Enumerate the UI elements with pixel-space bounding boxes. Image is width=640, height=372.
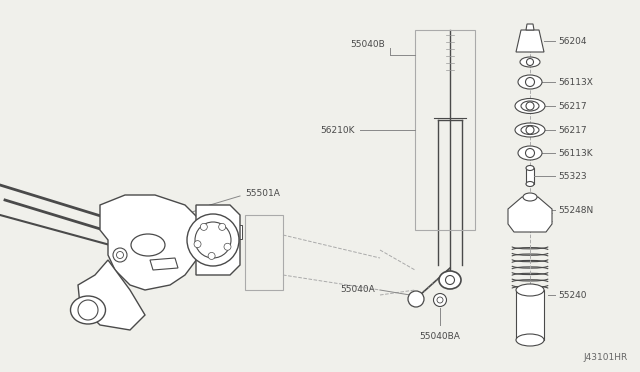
Ellipse shape — [200, 224, 207, 230]
Ellipse shape — [518, 146, 542, 160]
Text: 55040BA: 55040BA — [420, 332, 460, 341]
Text: 55040A: 55040A — [340, 285, 375, 295]
Ellipse shape — [521, 125, 539, 135]
Ellipse shape — [523, 193, 537, 201]
Text: J43101HR: J43101HR — [584, 353, 628, 362]
Bar — [415, 30, 475, 230]
Bar — [516, 290, 544, 340]
Ellipse shape — [113, 248, 127, 262]
Ellipse shape — [518, 75, 542, 89]
Ellipse shape — [116, 251, 124, 259]
Polygon shape — [100, 195, 200, 290]
Ellipse shape — [208, 253, 215, 259]
Ellipse shape — [525, 148, 534, 157]
Polygon shape — [196, 205, 240, 275]
Ellipse shape — [526, 166, 534, 170]
Ellipse shape — [526, 126, 534, 134]
Text: 56204: 56204 — [558, 36, 586, 45]
Ellipse shape — [516, 334, 544, 346]
Ellipse shape — [515, 99, 545, 113]
Polygon shape — [508, 197, 552, 232]
Text: 55248N: 55248N — [558, 205, 593, 215]
Ellipse shape — [194, 241, 201, 248]
Text: 56113K: 56113K — [558, 148, 593, 157]
Text: 56217: 56217 — [558, 125, 587, 135]
Ellipse shape — [195, 222, 231, 258]
Polygon shape — [526, 24, 534, 30]
Ellipse shape — [131, 234, 165, 256]
Text: 55240: 55240 — [558, 291, 586, 299]
Ellipse shape — [527, 58, 534, 65]
Ellipse shape — [515, 123, 545, 137]
Bar — [526, 168, 534, 184]
Text: 56210K: 56210K — [321, 125, 355, 135]
Text: 55040B: 55040B — [350, 39, 385, 48]
Text: 56217: 56217 — [558, 102, 587, 110]
Ellipse shape — [521, 101, 539, 111]
Ellipse shape — [219, 224, 226, 230]
Text: 55323: 55323 — [558, 171, 587, 180]
Ellipse shape — [439, 271, 461, 289]
Bar — [232, 225, 242, 239]
Ellipse shape — [187, 214, 239, 266]
Text: 55501A: 55501A — [245, 189, 280, 198]
Ellipse shape — [437, 297, 443, 303]
Ellipse shape — [408, 291, 424, 307]
Ellipse shape — [433, 294, 447, 307]
Bar — [245, 215, 283, 290]
Ellipse shape — [224, 243, 231, 250]
Ellipse shape — [78, 300, 98, 320]
Ellipse shape — [526, 102, 534, 110]
Text: 56113X: 56113X — [558, 77, 593, 87]
Polygon shape — [516, 30, 544, 52]
Polygon shape — [78, 260, 145, 330]
Ellipse shape — [516, 284, 544, 296]
Ellipse shape — [526, 182, 534, 186]
Ellipse shape — [520, 57, 540, 67]
Ellipse shape — [70, 296, 106, 324]
Ellipse shape — [445, 276, 454, 285]
Polygon shape — [150, 258, 178, 270]
Ellipse shape — [525, 77, 534, 87]
